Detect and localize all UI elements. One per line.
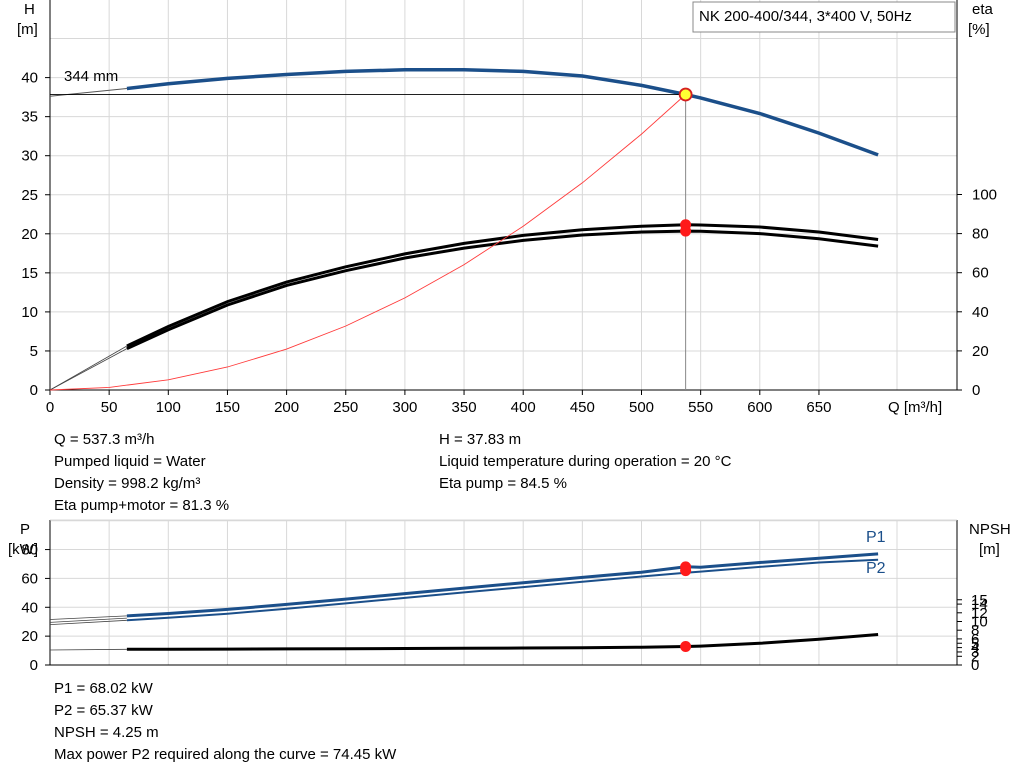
tick-label-eta: 40 xyxy=(972,304,989,321)
tick-label-eta: 20 xyxy=(972,343,989,360)
y-right-axis-unit: [%] xyxy=(968,21,990,38)
info-eta-pump-motor: Eta pump+motor = 81.3 % xyxy=(54,497,230,514)
info-npsh: NPSH = 4.25 m xyxy=(54,724,159,741)
info-flow: Q = 537.3 m³/h xyxy=(54,431,155,448)
info-max-power: Max power P2 required along the curve = … xyxy=(54,746,397,763)
tick-label-q: 500 xyxy=(629,399,654,416)
eta-pump-curve xyxy=(126,223,879,348)
info-bottom: P1 = 68.02 kW P2 = 65.37 kW NPSH = 4.25 … xyxy=(54,678,396,766)
tick-label-power: 40 xyxy=(21,599,38,616)
tick-label-q: 0 xyxy=(46,399,54,416)
tick-label-q: 100 xyxy=(156,399,181,416)
tick-label-h: 25 xyxy=(21,187,38,204)
npsh-axis-label: NPSH xyxy=(969,521,1011,538)
x-axis-label: Q [m³/h] xyxy=(888,399,942,416)
npsh-marker xyxy=(680,641,692,653)
tick-label-power: 0 xyxy=(30,657,38,674)
info-liquid-temperature: Liquid temperature during operation = 20… xyxy=(439,453,732,470)
tick-label-h: 0 xyxy=(30,382,38,399)
tick-label-h: 10 xyxy=(21,304,38,321)
y-left-axis-label: H xyxy=(24,1,35,18)
tick-label-q: 200 xyxy=(274,399,299,416)
tick-label-npsh: 3 xyxy=(971,644,979,661)
p1-curve xyxy=(126,552,879,618)
tick-label-h: 35 xyxy=(21,109,38,126)
p1-curve-upper-extension xyxy=(49,615,127,620)
tick-label-power: 60 xyxy=(21,570,38,587)
tick-label-q: 400 xyxy=(511,399,536,416)
info-top-right: H = 37.83 m Liquid temperature during op… xyxy=(439,429,731,495)
tick-label-npsh: 12 xyxy=(971,605,988,622)
npsh-axis-unit: [m] xyxy=(979,541,1000,558)
tick-label-q: 50 xyxy=(101,399,118,416)
top-plot-grid xyxy=(49,0,957,390)
tick-label-q: 550 xyxy=(688,399,713,416)
tick-label-h: 5 xyxy=(30,343,38,360)
operating-point-marker xyxy=(678,87,693,102)
tick-label-q: 600 xyxy=(747,399,772,416)
info-p1: P1 = 68.02 kW xyxy=(54,680,153,697)
p2-marker xyxy=(680,565,692,577)
tick-label-h: 20 xyxy=(21,226,38,243)
tick-label-npsh: 8 xyxy=(971,622,979,639)
bottom-plot-grid xyxy=(49,520,957,665)
power-axis-label: P xyxy=(20,521,30,538)
info-eta-pump: Eta pump = 84.5 % xyxy=(439,475,567,492)
y-right-axis-label: eta xyxy=(972,1,994,18)
tick-label-npsh: 14 xyxy=(971,596,988,613)
tick-label-npsh: 2 xyxy=(971,648,979,665)
tick-label-power: 80 xyxy=(21,542,38,559)
y-left-axis-unit: [m] xyxy=(17,21,38,38)
tick-label-npsh: 15 xyxy=(971,592,988,609)
title-box xyxy=(692,1,956,33)
p2-curve-extension xyxy=(49,619,127,625)
tick-label-q: 450 xyxy=(570,399,595,416)
tick-label-npsh: 0 xyxy=(971,657,979,674)
eta-total-extension xyxy=(49,348,128,391)
tick-label-h: 30 xyxy=(21,148,38,165)
tick-label-q: 150 xyxy=(215,399,240,416)
info-top-left: Q = 537.3 m³/h Pumped liquid = Water Den… xyxy=(54,429,229,517)
tick-label-npsh: 4 xyxy=(971,640,979,657)
info-liquid: Pumped liquid = Water xyxy=(54,453,206,470)
tick-label-eta: 100 xyxy=(972,187,997,204)
tick-label-q: 650 xyxy=(806,399,831,416)
head-curve-extension xyxy=(49,88,127,97)
chart-title-box-text: NK 200-400/344, 3*400 V, 50Hz xyxy=(699,8,912,25)
tick-label-q: 250 xyxy=(333,399,358,416)
tick-label-eta: 60 xyxy=(972,265,989,282)
eta-pump-motor-marker xyxy=(680,225,692,237)
tick-label-h: 40 xyxy=(21,70,38,87)
tick-label-q: 300 xyxy=(392,399,417,416)
tick-label-q: 350 xyxy=(452,399,477,416)
p2-curve-label: P2 xyxy=(866,560,886,577)
p2-curve xyxy=(126,558,879,622)
p1-curve-label: P1 xyxy=(866,529,886,546)
info-head: H = 37.83 m xyxy=(439,431,522,448)
info-density: Density = 998.2 kg/m³ xyxy=(54,475,201,492)
tick-label-npsh: 6 xyxy=(971,631,979,648)
tick-label-h: 15 xyxy=(21,265,38,282)
p1-curve-extension xyxy=(49,617,127,623)
head-curve xyxy=(126,68,879,157)
tick-label-power: 20 xyxy=(21,628,38,645)
impeller-diameter-label: 344 mm xyxy=(64,68,118,85)
eta-pump-motor-curve xyxy=(126,229,879,350)
info-p2: P2 = 65.37 kW xyxy=(54,702,153,719)
system-curve xyxy=(49,94,686,391)
tick-label-eta: 0 xyxy=(972,382,980,399)
npsh-curve-extension xyxy=(49,648,127,651)
npsh-curve xyxy=(126,633,879,651)
tick-label-eta: 80 xyxy=(972,226,989,243)
power-axis-unit: [kW] xyxy=(8,541,38,558)
tick-label-npsh: 5 xyxy=(971,635,979,652)
tick-label-npsh: 10 xyxy=(971,614,988,631)
